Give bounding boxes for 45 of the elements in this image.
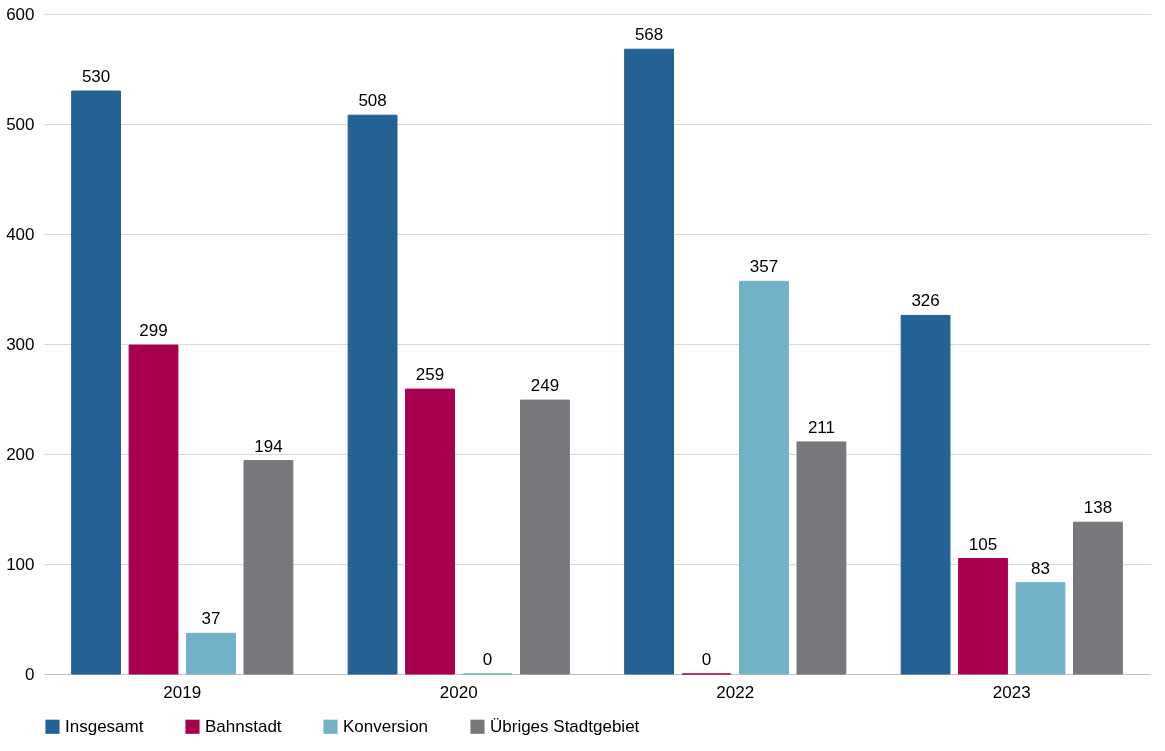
data-label: 0 bbox=[701, 650, 712, 669]
legend-label: Konversion bbox=[343, 716, 429, 736]
data-label: 568 bbox=[634, 25, 664, 45]
y-tick-label: 400 bbox=[6, 224, 35, 244]
y-tick-label: 300 bbox=[6, 334, 35, 354]
bar bbox=[347, 114, 398, 675]
y-tick-label: 500 bbox=[6, 114, 35, 134]
data-label: 194 bbox=[254, 436, 283, 456]
y-tick-label: 100 bbox=[6, 554, 35, 574]
bar bbox=[796, 441, 847, 675]
x-tick-label: 2020 bbox=[439, 682, 478, 702]
data-label: 138 bbox=[1083, 498, 1113, 518]
bar bbox=[71, 90, 121, 675]
x-tick-label: 2019 bbox=[163, 682, 202, 702]
bar bbox=[243, 460, 294, 675]
bar bbox=[624, 48, 674, 675]
bar bbox=[958, 558, 1008, 675]
y-tick-label: 200 bbox=[6, 444, 35, 464]
data-label: 83 bbox=[1031, 558, 1050, 578]
bar bbox=[900, 314, 951, 675]
data-label: 105 bbox=[968, 534, 998, 554]
x-tick-label: 2022 bbox=[716, 682, 755, 702]
bar bbox=[520, 399, 570, 675]
data-label: 249 bbox=[530, 376, 560, 396]
data-label: 357 bbox=[749, 257, 779, 277]
bar bbox=[739, 280, 789, 675]
data-label: 508 bbox=[358, 91, 387, 111]
bar bbox=[1015, 582, 1066, 675]
data-label: 211 bbox=[807, 417, 835, 437]
y-tick-label: 0 bbox=[25, 664, 35, 684]
x-tick-label: 2023 bbox=[992, 682, 1031, 702]
data-label: 299 bbox=[139, 321, 168, 341]
bar bbox=[405, 388, 455, 675]
legend-label: Bahnstadt bbox=[205, 716, 282, 736]
data-label: 37 bbox=[201, 609, 221, 629]
data-label: 530 bbox=[81, 67, 111, 86]
bar bbox=[1073, 521, 1123, 675]
legend-label: Übriges Stadtgebiet bbox=[490, 716, 640, 736]
data-label: 259 bbox=[415, 365, 445, 385]
bar bbox=[128, 344, 179, 675]
legend-label: Insgesamt bbox=[65, 716, 144, 736]
bar bbox=[186, 632, 236, 675]
data-label: 0 bbox=[482, 650, 493, 669]
data-label: 326 bbox=[911, 291, 940, 311]
y-tick-label: 600 bbox=[6, 4, 35, 24]
